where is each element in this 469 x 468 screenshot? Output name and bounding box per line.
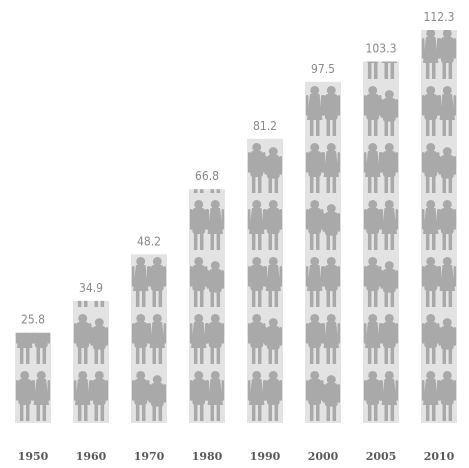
year-label-2000: 2000	[308, 450, 339, 463]
value-label-1970: 48.2	[137, 234, 161, 248]
value-label-1990: 81.2	[253, 119, 277, 133]
person-pair-icons	[363, 61, 399, 421]
person-pair-icons	[131, 257, 167, 421]
year-label-2005: 2005	[366, 450, 397, 463]
bar-1970	[131, 254, 167, 423]
person-pair-icons	[305, 86, 341, 421]
bar-2005	[363, 61, 399, 423]
year-label-2010: 2010	[424, 450, 455, 463]
value-label-1960: 34.9	[79, 281, 103, 295]
bars-layer	[15, 30, 457, 424]
bar-background	[305, 81, 341, 424]
bar-1950	[15, 332, 51, 423]
bar-2000	[305, 81, 341, 424]
value-label-2000: 97.5	[311, 62, 335, 76]
value-label-2005: 103.3	[366, 41, 397, 55]
person-pair-icons	[247, 143, 283, 421]
bar-1990	[247, 138, 283, 423]
x-axis-tick-labels: 1950 1960 1970 1980 1990 2000 2005 2010	[18, 450, 455, 463]
year-label-1970: 1970	[134, 450, 165, 463]
bar-1960	[73, 300, 109, 423]
person-pair-icons	[73, 300, 109, 421]
person-pair-icons	[15, 332, 51, 421]
bar-2010	[421, 30, 457, 423]
bar-1980	[189, 189, 225, 423]
year-label-1960: 1960	[76, 450, 107, 463]
year-label-1950: 1950	[18, 450, 49, 463]
person-pair-icons	[421, 30, 457, 421]
value-label-1950: 25.8	[21, 313, 45, 327]
value-label-2010: 112.3	[424, 10, 455, 24]
labels-layer: 25.8 34.9 48.2 66.8 81.2 97.5 103.3 112.3	[21, 10, 454, 327]
person-pair-icons	[189, 189, 225, 421]
year-label-1980: 1980	[192, 450, 223, 463]
value-label-1980: 66.8	[195, 169, 219, 183]
year-label-1990: 1990	[250, 450, 281, 463]
